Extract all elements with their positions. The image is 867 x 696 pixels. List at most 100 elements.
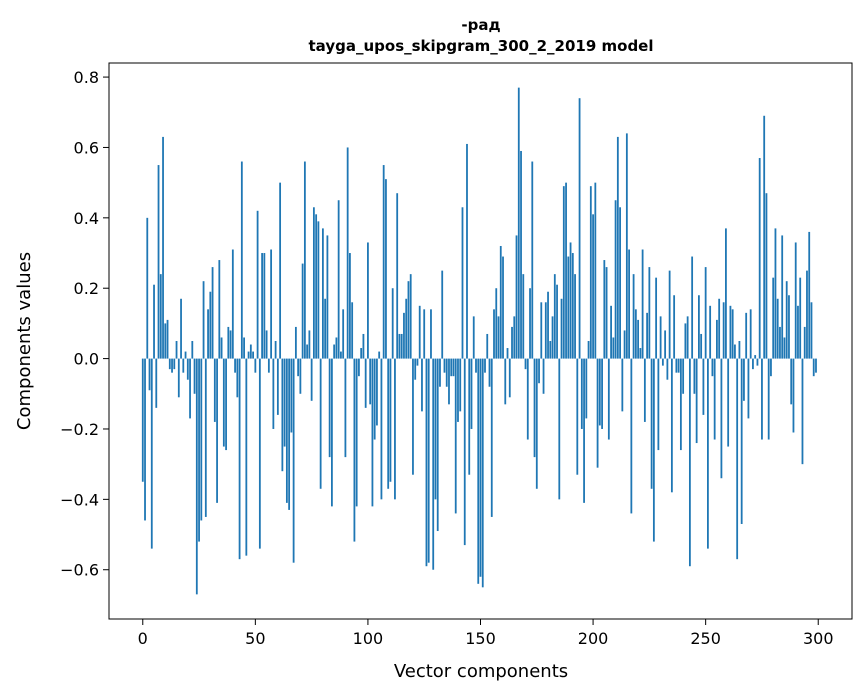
- bar: [459, 358, 462, 412]
- bar: [452, 358, 455, 377]
- bar: [517, 87, 520, 359]
- bar: [488, 358, 491, 387]
- bar: [263, 253, 266, 359]
- bar: [335, 337, 338, 359]
- bar: [657, 358, 660, 451]
- bar: [403, 312, 405, 359]
- bar: [515, 235, 518, 359]
- bar: [711, 358, 714, 377]
- bar: [776, 298, 779, 359]
- bar: [668, 270, 671, 359]
- bar: [387, 358, 390, 489]
- bar: [682, 358, 685, 394]
- bar: [243, 337, 245, 359]
- bar: [720, 358, 723, 479]
- bar: [562, 186, 565, 359]
- bar: [772, 277, 775, 359]
- bar: [727, 358, 730, 447]
- bar: [150, 358, 153, 549]
- bar: [157, 165, 160, 359]
- bar: [594, 182, 597, 359]
- bar: [781, 235, 784, 359]
- bar: [648, 267, 651, 359]
- bar: [592, 214, 594, 359]
- bar: [607, 358, 610, 440]
- bar: [643, 358, 646, 422]
- bar: [177, 358, 180, 398]
- bar: [612, 337, 615, 359]
- bar: [146, 217, 149, 359]
- bar: [475, 358, 477, 373]
- bar: [394, 358, 396, 500]
- chart-title: -рад: [461, 16, 500, 34]
- bar: [785, 281, 788, 359]
- bar: [328, 358, 331, 458]
- bar: [544, 302, 547, 359]
- bar: [551, 316, 554, 359]
- bar: [707, 358, 709, 549]
- bar: [211, 267, 214, 359]
- bar: [740, 358, 743, 524]
- bar: [294, 326, 297, 359]
- bar: [195, 358, 198, 595]
- bar: [513, 316, 516, 359]
- bar: [747, 358, 750, 419]
- bar: [337, 200, 340, 359]
- bar: [646, 312, 649, 359]
- bar: [490, 358, 493, 517]
- bar: [691, 256, 694, 359]
- bar: [531, 161, 534, 359]
- bar: [704, 267, 707, 359]
- y-tick-label: −0.4: [60, 490, 99, 509]
- bar: [702, 358, 705, 415]
- bar: [421, 358, 423, 412]
- bar: [655, 277, 658, 359]
- bar: [229, 330, 232, 359]
- bar: [616, 136, 619, 359]
- bar: [281, 358, 284, 472]
- bar: [236, 358, 239, 398]
- bar: [405, 298, 408, 359]
- y-axis-ticks: −0.6 −0.4 −0.2 0.0 0.2 0.4 0.6 0.8: [60, 68, 109, 580]
- bar: [175, 341, 178, 359]
- bar: [506, 348, 509, 359]
- bar: [808, 231, 811, 359]
- bar: [164, 323, 167, 359]
- bar: [574, 274, 576, 359]
- bar: [276, 358, 279, 415]
- bar: [797, 305, 799, 359]
- bar: [321, 228, 324, 359]
- bar: [207, 309, 209, 359]
- bar: [625, 133, 628, 359]
- bar: [810, 302, 813, 359]
- bar: [362, 333, 365, 359]
- bar: [448, 358, 450, 405]
- x-tick-label: 100: [353, 629, 384, 648]
- bar: [799, 277, 802, 359]
- bar: [583, 358, 585, 503]
- bar: [601, 358, 603, 429]
- bar: [319, 358, 322, 489]
- bar: [679, 358, 682, 451]
- bar: [725, 228, 727, 359]
- x-tick-label: 300: [803, 629, 834, 648]
- bar: [396, 193, 399, 359]
- bar: [409, 274, 412, 359]
- bar: [495, 288, 498, 359]
- bar: [385, 179, 387, 359]
- bar: [812, 358, 815, 377]
- bar: [418, 305, 421, 359]
- bar: [745, 312, 748, 359]
- bar: [493, 309, 495, 359]
- bar: [346, 147, 349, 359]
- bar: [272, 358, 275, 429]
- bar: [524, 358, 527, 370]
- bar: [153, 284, 155, 359]
- bar: [763, 115, 766, 359]
- bar: [317, 221, 320, 359]
- bar: [589, 186, 592, 359]
- bar: [522, 274, 525, 359]
- bar: [285, 358, 288, 503]
- bar: [529, 288, 531, 359]
